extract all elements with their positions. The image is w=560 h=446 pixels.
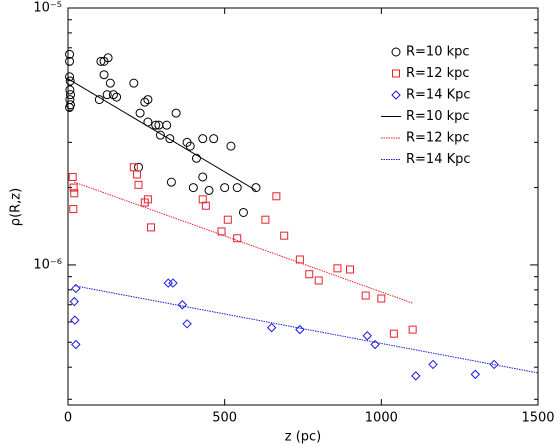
- data-point: [135, 108, 145, 118]
- data-point: [112, 92, 122, 102]
- data-point: [182, 319, 192, 329]
- data-point: [162, 120, 172, 130]
- data-point: [198, 172, 208, 182]
- data-point: [99, 70, 109, 80]
- x-tick-label: 1500: [521, 411, 554, 426]
- data-point: [411, 371, 421, 381]
- data-point: [238, 207, 248, 217]
- data-point: [295, 255, 304, 264]
- data-point: [70, 189, 79, 198]
- data-point: [261, 215, 270, 224]
- data-point: [489, 359, 499, 370]
- data-point: [209, 134, 219, 144]
- data-point: [69, 183, 78, 192]
- data-point: [166, 177, 176, 187]
- data-point: [65, 49, 75, 59]
- data-point: [362, 331, 372, 341]
- x-tick-label: 1000: [365, 411, 398, 426]
- data-point: [408, 325, 417, 334]
- x-tick-label: 0: [64, 411, 72, 426]
- legend-label: R=12 kpc: [406, 131, 470, 146]
- data-point: [233, 234, 242, 243]
- data-point: [295, 324, 305, 335]
- data-point: [96, 56, 106, 66]
- data-point: [65, 76, 75, 86]
- data-point: [314, 276, 323, 285]
- data-point: [226, 141, 236, 151]
- legend-label: R=10 kpc: [406, 109, 470, 124]
- data-point: [143, 195, 152, 204]
- data-point: [198, 134, 208, 144]
- data-point: [65, 72, 75, 82]
- data-point: [201, 201, 210, 210]
- data-point: [223, 215, 232, 224]
- data-point: [155, 130, 165, 140]
- data-point: [333, 264, 342, 273]
- data-point: [204, 185, 214, 195]
- data-point: [232, 183, 242, 193]
- data-point: [220, 183, 230, 193]
- data-point: [66, 90, 76, 100]
- fit-line: [74, 285, 539, 374]
- data-point: [108, 90, 118, 100]
- data-point: [185, 141, 195, 151]
- data-point: [68, 172, 77, 181]
- legend-label: R=14 Kpc: [406, 152, 471, 167]
- y-tick-label: 10⁻⁶: [33, 257, 62, 272]
- legend-label: R=14 Kpc: [406, 88, 471, 103]
- data-point: [65, 56, 75, 66]
- data-point: [69, 205, 78, 214]
- y-axis-label: ρ(R,z): [9, 188, 24, 226]
- data-point: [132, 170, 141, 179]
- data-point: [346, 265, 354, 274]
- fit-line: [67, 78, 257, 191]
- data-point: [65, 85, 75, 95]
- data-point: [266, 322, 277, 333]
- data-point: [140, 97, 150, 107]
- x-tick-label: 500: [212, 411, 237, 426]
- data-point: [377, 294, 386, 303]
- data-point: [171, 108, 181, 118]
- data-point: [188, 183, 198, 193]
- data-point: [389, 329, 398, 338]
- data-point: [147, 223, 156, 232]
- data-point: [102, 90, 112, 100]
- plot-frame: [67, 7, 539, 406]
- data-point: [305, 270, 314, 279]
- data-point: [165, 134, 175, 144]
- y-tick-label: 10⁻⁵: [33, 1, 62, 16]
- data-point: [70, 315, 80, 325]
- legend-label: R=10 kpc: [406, 45, 470, 60]
- data-point: [151, 120, 161, 130]
- data-point: [168, 278, 178, 288]
- x-axis-label: z (pc): [285, 430, 322, 445]
- data-point: [103, 53, 113, 63]
- data-point: [428, 359, 438, 370]
- legend-label: R=12 kpc: [406, 66, 470, 81]
- data-point: [177, 300, 188, 310]
- data-point: [470, 369, 481, 380]
- data-point: [361, 291, 370, 300]
- fit-line: [74, 181, 413, 304]
- data-point: [272, 192, 281, 201]
- data-point: [134, 162, 143, 172]
- data-point: [129, 78, 139, 88]
- data-point: [71, 339, 81, 350]
- data-point: [69, 296, 79, 307]
- legend-marker: [392, 69, 400, 78]
- legend-marker: [391, 90, 401, 100]
- data-point: [65, 102, 75, 112]
- data-point: [105, 78, 115, 88]
- data-point: [71, 283, 81, 294]
- data-point: [280, 231, 289, 240]
- data-point: [143, 95, 153, 105]
- data-point: [191, 153, 201, 163]
- legend-marker: [391, 47, 401, 57]
- data-point: [134, 180, 143, 189]
- data-point: [129, 163, 138, 172]
